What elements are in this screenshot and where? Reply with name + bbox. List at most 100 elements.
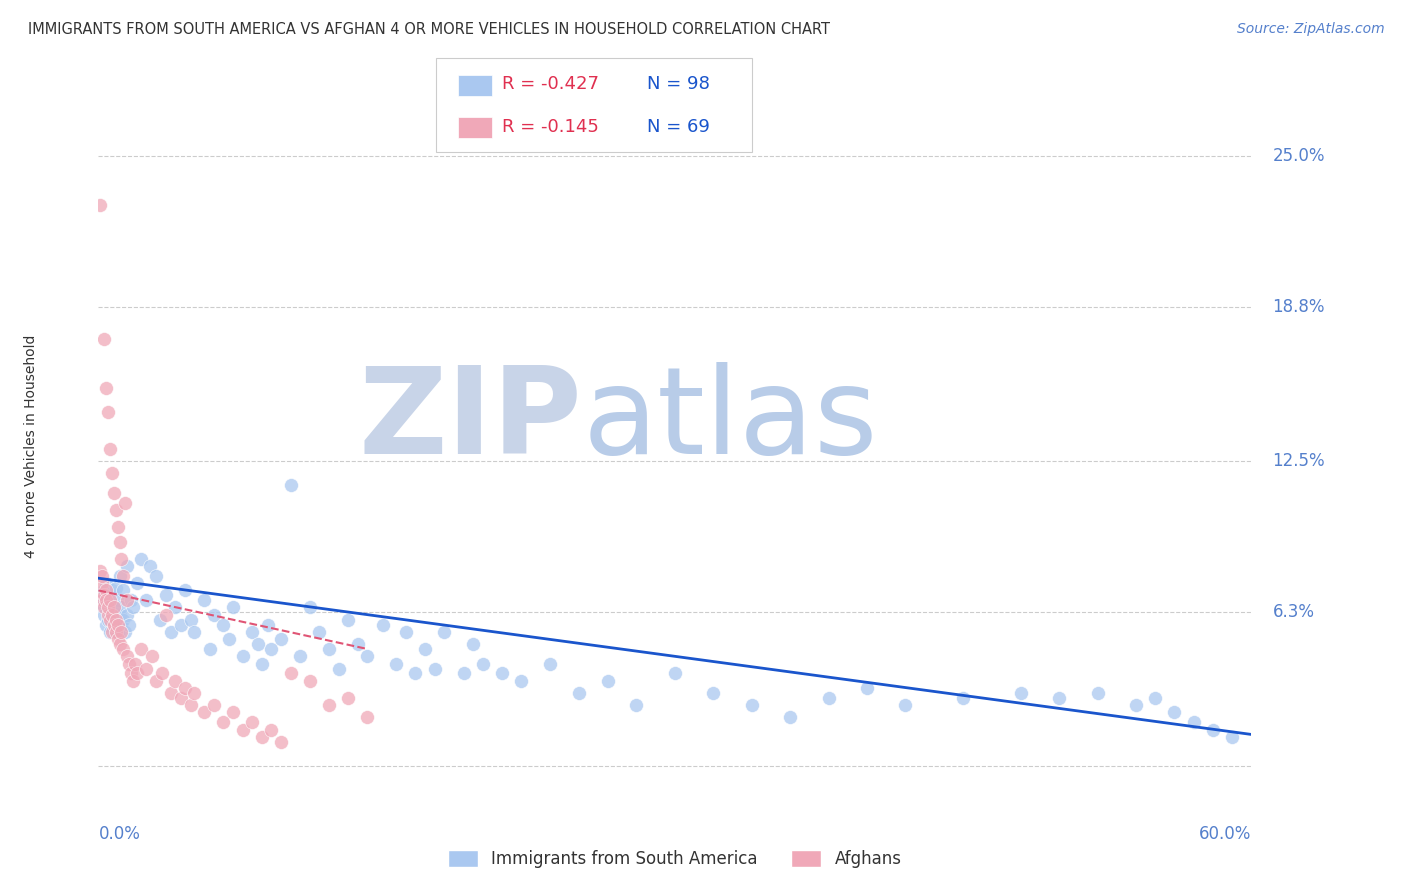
Point [118, 617, 141, 632]
Point [337, 613, 360, 627]
Point [491, 666, 513, 681]
Point [596, 673, 619, 688]
Point [89, 197, 111, 211]
Point [108, 607, 131, 622]
Text: N = 98: N = 98 [647, 76, 710, 94]
Point [103, 617, 125, 632]
Text: R = -0.427: R = -0.427 [502, 76, 599, 94]
Point [246, 637, 269, 651]
Point [250, 657, 273, 671]
Point [145, 673, 167, 688]
Point [626, 698, 648, 713]
Point [108, 568, 131, 582]
Point [129, 642, 152, 657]
Point [1144, 690, 1167, 705]
Point [91, 576, 114, 591]
Point [231, 723, 254, 737]
Point [101, 607, 124, 622]
Point [433, 624, 456, 639]
Point [118, 657, 141, 671]
Point [104, 581, 127, 595]
Point [104, 613, 127, 627]
Point [94, 576, 117, 591]
Text: 18.8%: 18.8% [1272, 298, 1324, 317]
Point [183, 624, 205, 639]
Point [568, 686, 591, 700]
Point [260, 642, 283, 657]
Point [779, 710, 801, 724]
Point [104, 613, 127, 627]
Point [664, 666, 686, 681]
Point [93, 332, 115, 346]
Legend: Immigrants from South America, Afghans: Immigrants from South America, Afghans [441, 843, 908, 874]
Point [165, 600, 187, 615]
Point [89, 593, 111, 607]
Point [346, 637, 368, 651]
Point [94, 617, 117, 632]
Point [91, 600, 114, 615]
Point [110, 600, 132, 615]
Point [817, 690, 839, 705]
Point [356, 710, 378, 724]
Point [129, 551, 152, 566]
Point [280, 666, 302, 681]
Point [174, 583, 197, 598]
Point [94, 593, 117, 607]
Point [308, 624, 330, 639]
Point [1125, 698, 1147, 713]
Point [110, 551, 132, 566]
Point [170, 617, 193, 632]
Text: 4 or more Vehicles in Household: 4 or more Vehicles in Household [24, 334, 38, 558]
Point [952, 690, 974, 705]
Point [260, 723, 283, 737]
Point [1163, 706, 1185, 720]
Text: N = 69: N = 69 [647, 118, 710, 136]
Point [117, 593, 138, 607]
Point [180, 698, 202, 713]
Point [510, 673, 533, 688]
Point [222, 706, 245, 720]
Point [240, 624, 263, 639]
Point [155, 588, 177, 602]
Point [125, 576, 148, 591]
Point [328, 661, 350, 675]
Point [107, 632, 129, 647]
Text: 60.0%: 60.0% [1199, 825, 1251, 843]
Point [155, 607, 177, 622]
Point [98, 624, 121, 639]
Point [741, 698, 763, 713]
Point [461, 637, 484, 651]
Point [202, 607, 225, 622]
Point [120, 593, 142, 607]
Point [94, 381, 117, 395]
Point [183, 686, 205, 700]
Point [198, 642, 221, 657]
Point [337, 690, 360, 705]
Point [180, 613, 202, 627]
Point [318, 698, 340, 713]
Point [117, 559, 138, 574]
Point [298, 673, 321, 688]
Point [108, 534, 131, 549]
Point [149, 613, 172, 627]
Point [108, 637, 131, 651]
Point [174, 681, 197, 695]
Point [89, 564, 111, 578]
Point [1202, 723, 1225, 737]
Point [104, 624, 127, 639]
Point [135, 593, 157, 607]
Point [240, 715, 263, 730]
Text: R = -0.145: R = -0.145 [502, 118, 599, 136]
Point [112, 613, 135, 627]
Point [91, 568, 114, 582]
Point [1087, 686, 1109, 700]
Point [212, 715, 235, 730]
Point [125, 666, 148, 681]
Point [150, 666, 173, 681]
Point [165, 673, 187, 688]
Point [256, 617, 278, 632]
Point [280, 478, 302, 492]
Text: 0.0%: 0.0% [98, 825, 141, 843]
Point [93, 588, 115, 602]
Point [202, 698, 225, 713]
